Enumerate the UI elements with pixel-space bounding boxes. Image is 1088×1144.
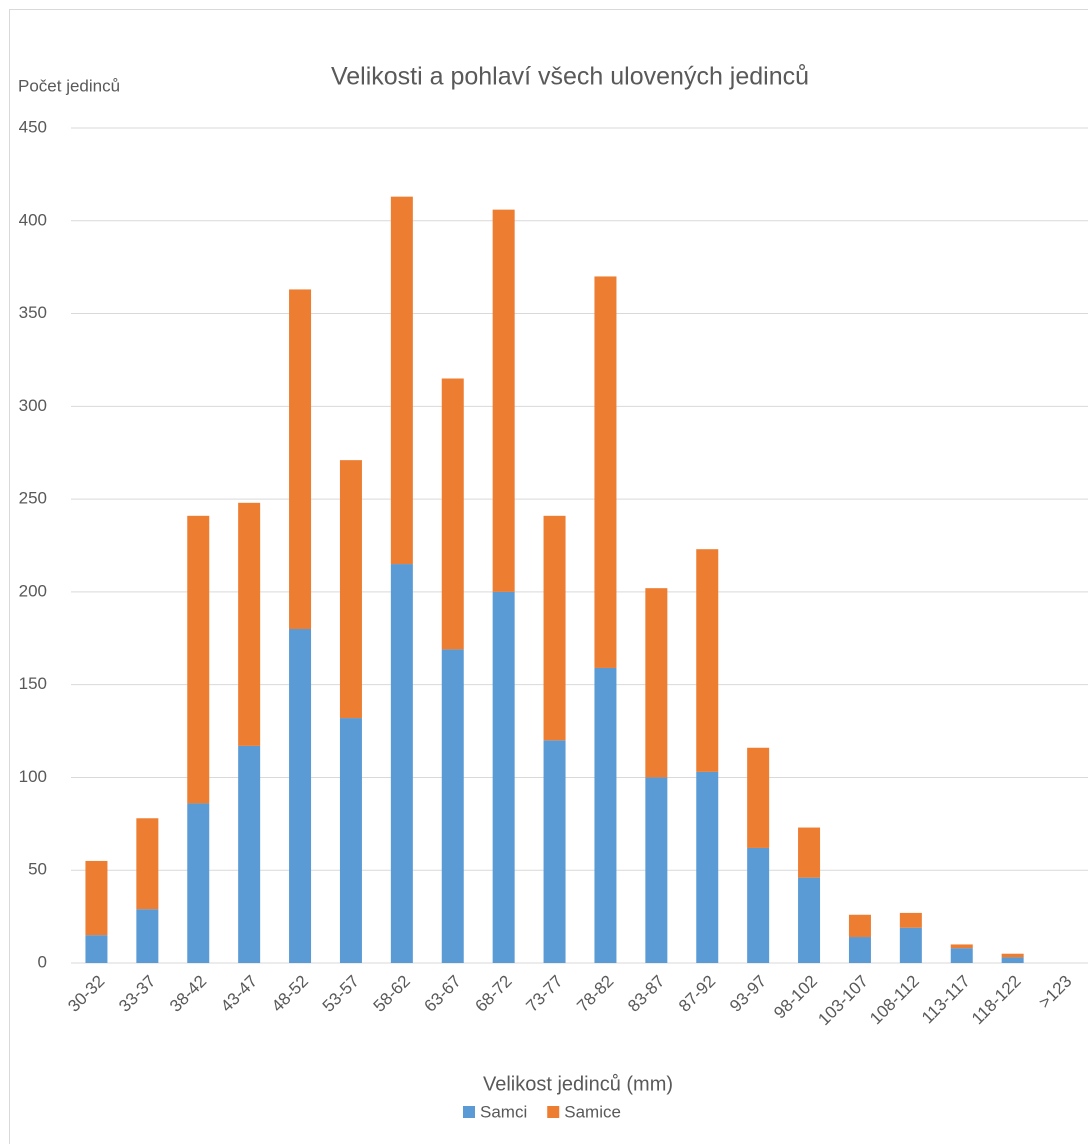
x-tick-label: 38-42: [166, 972, 210, 1016]
y-tick-label: 250: [19, 489, 47, 508]
bar-segment: [289, 289, 312, 629]
x-tick-label: 98-102: [770, 972, 821, 1023]
bar-segment: [441, 649, 464, 963]
y-tick-label: 300: [19, 396, 47, 415]
bar-segment: [85, 860, 108, 936]
x-tick-label: 113-117: [918, 972, 974, 1028]
bar-segment: [492, 209, 515, 592]
bar-segment: [950, 944, 973, 949]
x-tick-label: 43-47: [217, 972, 261, 1016]
x-axis-title: Velikost jedinců (mm): [483, 1073, 673, 1095]
bar-segment: [339, 460, 362, 719]
bar-segment: [848, 914, 871, 938]
bar-segment: [798, 827, 821, 878]
x-tick-label: 118-122: [968, 972, 1025, 1029]
x-tick-label: 78-82: [573, 972, 617, 1016]
y-tick-label: 400: [19, 210, 47, 229]
legend-label: Samci: [480, 1102, 527, 1121]
chart-border: [9, 9, 1088, 1144]
x-tick-label: 48-52: [268, 972, 312, 1016]
x-tick-label: 73-77: [522, 972, 566, 1016]
chart-title: Velikosti a pohlaví všech ulovených jedi…: [331, 63, 809, 91]
bar-segment: [594, 276, 617, 668]
x-tick-label: 30-32: [64, 972, 108, 1016]
y-tick-label: 0: [38, 952, 47, 971]
bar-segment: [238, 745, 261, 963]
bar-segment: [136, 818, 159, 910]
bar-segment: [85, 935, 108, 963]
bar-segment: [339, 718, 362, 963]
bar-segment: [238, 502, 261, 746]
x-tick-label: 53-57: [319, 972, 363, 1016]
bar-segment: [899, 912, 922, 928]
legend-swatch: [463, 1106, 475, 1118]
x-tick-label: 83-87: [624, 972, 668, 1016]
bar-segment: [543, 515, 566, 741]
bar-segment: [1001, 957, 1024, 963]
bar-segment: [798, 877, 821, 963]
y-tick-label: 50: [28, 860, 47, 879]
bar-segment: [543, 740, 566, 963]
bar-segment: [645, 777, 668, 963]
y-tick-label: 150: [19, 674, 47, 693]
bar-segment: [747, 747, 770, 848]
y-tick-label: 350: [19, 303, 47, 322]
legend-swatch: [547, 1106, 560, 1118]
x-tick-label: 33-37: [115, 972, 159, 1016]
bar-segment: [1001, 953, 1024, 958]
bar-segment: [594, 667, 617, 963]
x-tick-label: 103-107: [814, 972, 872, 1030]
x-tick-label: 93-97: [726, 972, 770, 1016]
x-tick-label: 87-92: [675, 972, 719, 1016]
y-tick-label: 200: [19, 581, 47, 600]
bar-segment: [441, 378, 464, 650]
x-tick-label: 63-67: [421, 972, 465, 1016]
bar-segment: [136, 909, 159, 963]
bar-segment: [289, 629, 312, 963]
x-tick-label: 68-72: [471, 972, 515, 1016]
bar-segment: [696, 549, 719, 772]
bar-segment: [187, 515, 210, 804]
x-tick-label: >123: [1035, 972, 1076, 1013]
bar-segment: [390, 564, 413, 963]
bar-segment: [696, 771, 719, 963]
y-tick-label: 100: [19, 767, 47, 786]
bar-segment: [645, 588, 668, 778]
x-tick-label: 58-62: [370, 972, 414, 1016]
bar-segment: [390, 196, 413, 565]
x-tick-label: 108-112: [866, 972, 923, 1029]
bar-segment: [848, 937, 871, 963]
bar-segment: [492, 591, 515, 963]
bar-segment: [950, 948, 973, 963]
bar-segment: [187, 803, 210, 963]
bar-segment: [899, 927, 922, 963]
bar-segment: [747, 847, 770, 963]
legend-label: Samice: [564, 1102, 621, 1121]
y-tick-label: 450: [19, 117, 47, 136]
y-axis-title: Počet jedinců: [18, 76, 120, 95]
